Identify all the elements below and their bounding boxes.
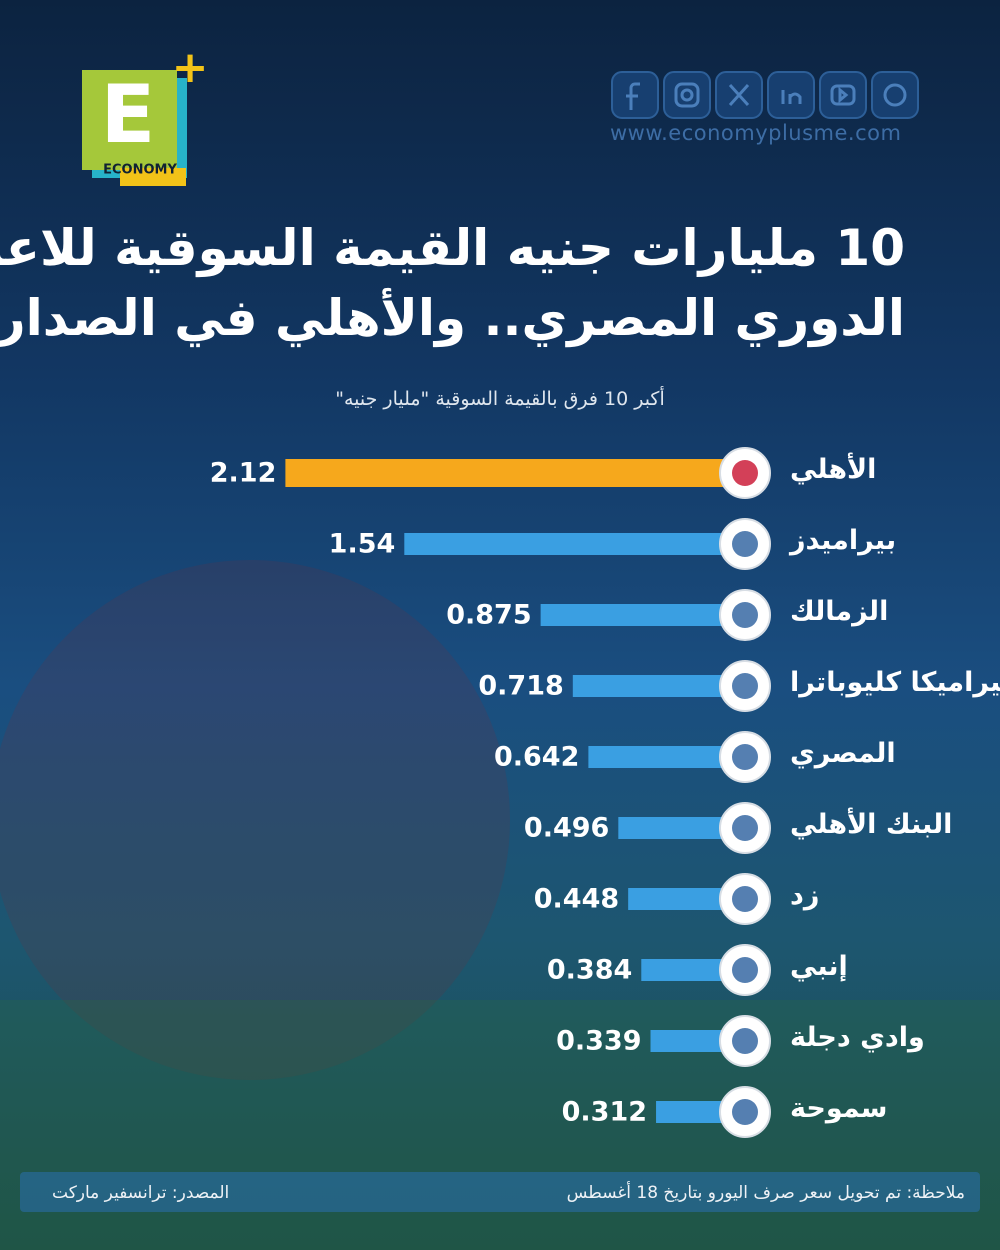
category-label: المصري	[790, 738, 896, 769]
value-label: 0.384	[547, 955, 632, 986]
bar	[628, 888, 730, 910]
threads-icon[interactable]	[871, 71, 919, 119]
team-logo-inner	[732, 673, 758, 699]
title-line: 10 مليارات جنيه القيمة السوقية للاعبي	[0, 219, 905, 277]
value-label: 0.339	[556, 1026, 641, 1057]
category-label: الأهلي	[790, 454, 877, 485]
bar	[404, 533, 730, 555]
bar	[540, 604, 730, 626]
category-label: الزمالك	[790, 596, 889, 627]
team-logo-inner	[732, 957, 758, 983]
team-logo-inner	[732, 815, 758, 841]
team-logo-inner	[732, 1099, 758, 1125]
team-logo-inner	[732, 1028, 758, 1054]
youtube-icon[interactable]	[819, 71, 867, 119]
bar	[618, 817, 730, 839]
bar	[572, 675, 730, 697]
note: ملاحظة: تم تحويل سعر صرف اليورو بتاريخ 1…	[566, 1183, 965, 1203]
title-line: الدوري المصري.. والأهلي في الصدارة	[0, 289, 905, 347]
source: المصدر: ترانسفير ماركت	[52, 1183, 230, 1203]
social-icons	[611, 71, 919, 119]
category-label: وادي دجلة	[790, 1022, 925, 1053]
team-logo-inner	[732, 744, 758, 770]
logo-letter: E	[101, 68, 156, 161]
bar	[650, 1030, 730, 1052]
category-label: سيراميكا كليوباترا	[790, 667, 1000, 698]
value-label: 2.12	[210, 458, 277, 489]
category-label: زد	[790, 880, 820, 911]
team-logo-inner	[732, 531, 758, 557]
instagram-icon[interactable]	[663, 71, 711, 119]
value-label: 0.718	[478, 671, 563, 702]
team-logo-inner	[732, 886, 758, 912]
value-label: 0.496	[524, 813, 609, 844]
category-label: بيراميدز	[790, 525, 897, 556]
category-label: سموحة	[790, 1093, 888, 1124]
bar	[656, 1101, 730, 1123]
team-logo-inner	[732, 460, 758, 486]
category-label: البنك الأهلي	[790, 809, 953, 840]
logo-plus: +	[172, 42, 209, 93]
background-photo-hint	[0, 560, 510, 1080]
value-label: 0.448	[534, 884, 619, 915]
value-label: 0.312	[562, 1097, 647, 1128]
website: www.economyplusme.com	[610, 121, 902, 145]
category-label: إنبي	[790, 951, 848, 982]
logo: E + ECONOMY	[82, 42, 208, 186]
subtitle: أكبر 10 فرق بالقيمة السوقية "مليار جنيه"	[335, 388, 665, 410]
icon-glyphs	[626, 82, 907, 110]
bar	[641, 959, 730, 981]
team-logo-inner	[732, 602, 758, 628]
value-label: 0.875	[446, 600, 531, 631]
logo-word: ECONOMY	[103, 163, 177, 178]
value-label: 0.642	[494, 742, 579, 773]
value-label: 1.54	[329, 529, 396, 560]
footer-band	[20, 1172, 980, 1212]
bar	[285, 459, 730, 487]
bar	[588, 746, 730, 768]
